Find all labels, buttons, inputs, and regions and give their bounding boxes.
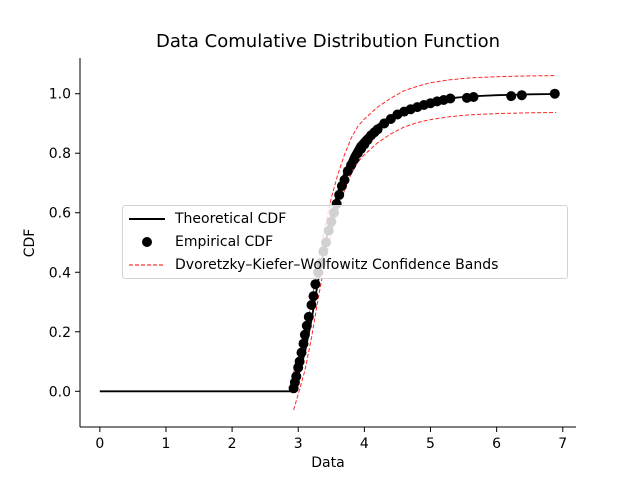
x-tick-label: 2 xyxy=(228,436,237,452)
x-axis-label: Data xyxy=(311,455,345,471)
legend-line-icon xyxy=(129,218,165,220)
empirical-cdf-point xyxy=(372,124,383,135)
legend-item-theoretical: Theoretical CDF xyxy=(129,208,286,230)
legend-dot-icon xyxy=(142,237,152,247)
legend-dashed-line-icon xyxy=(129,264,165,266)
x-tick-label: 7 xyxy=(558,436,567,452)
empirical-cdf-point xyxy=(468,92,479,102)
legend-label-dkw: Dvoretzky–Kiefer–Wolfowitz Confidence Ba… xyxy=(175,257,499,273)
empirical-cdf-point xyxy=(310,279,321,290)
empirical-cdf-point xyxy=(506,91,517,102)
legend-label-empirical: Empirical CDF xyxy=(175,234,274,250)
x-tick-label: 5 xyxy=(426,436,435,452)
y-axis-label: CDF xyxy=(22,228,38,258)
empirical-cdf-point xyxy=(306,300,317,310)
legend-item-empirical: Empirical CDF xyxy=(129,231,273,253)
empirical-cdf-point xyxy=(516,90,527,101)
y-tick-label: 1.0 xyxy=(49,87,71,103)
empirical-cdf-point xyxy=(298,338,309,349)
x-tick-label: 0 xyxy=(95,436,104,452)
legend: Theoretical CDF Empirical CDF Dvoretzky–… xyxy=(122,205,568,279)
theoretical-cdf-line xyxy=(99,93,557,393)
empirical-cdf-point xyxy=(294,356,305,367)
empirical-cdf-point xyxy=(308,291,319,302)
y-tick-label: 0.6 xyxy=(49,206,71,222)
empirical-cdf-point xyxy=(299,329,310,340)
chart-title: Data Comulative Distribution Function xyxy=(155,31,501,52)
y-tick-label: 0.0 xyxy=(49,384,71,400)
empirical-cdf-point xyxy=(303,311,314,322)
x-tick-label: 6 xyxy=(492,436,501,452)
x-tick-label: 4 xyxy=(360,436,369,452)
legend-item-dkw: Dvoretzky–Kiefer–Wolfowitz Confidence Ba… xyxy=(129,254,498,276)
empirical-cdf-point xyxy=(339,175,350,185)
y-tick-label: 0.4 xyxy=(49,265,71,281)
y-tick-label: 0.2 xyxy=(49,325,71,341)
empirical-cdf-point xyxy=(301,320,312,331)
empirical-cdf-point xyxy=(334,189,345,200)
empirical-cdf-point xyxy=(296,347,307,358)
legend-label-theoretical: Theoretical CDF xyxy=(175,211,287,227)
empirical-cdf-point xyxy=(549,88,560,99)
x-tick-label: 1 xyxy=(162,436,171,452)
y-tick-label: 0.8 xyxy=(49,146,71,162)
x-tick-label: 3 xyxy=(294,436,303,452)
empirical-cdf-point xyxy=(291,371,302,382)
dkw-lower-band xyxy=(293,112,557,411)
empirical-cdf-point xyxy=(445,93,456,104)
